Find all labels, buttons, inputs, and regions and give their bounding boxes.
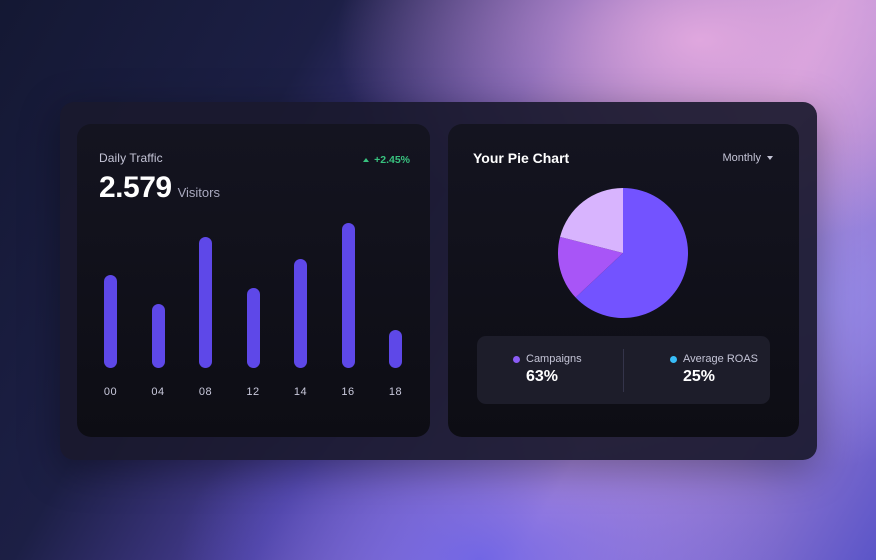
pie-slice-2 <box>558 236 623 298</box>
x-tick-label: 08 <box>198 386 213 398</box>
pie-slice-3 <box>560 188 623 253</box>
legend-dot-average-roas <box>670 355 677 363</box>
visitors-summary: 2.579 Visitors <box>99 171 220 205</box>
period-dropdown[interactable]: Monthly <box>722 152 773 164</box>
traffic-bar-08 <box>199 237 212 368</box>
pie-chart-card: Your Pie Chart Monthly Campaigns 63% Ave… <box>448 124 799 437</box>
visitors-count: 2.579 <box>99 171 172 204</box>
period-dropdown-label: Monthly <box>722 152 761 164</box>
traffic-bar-12 <box>246 287 260 368</box>
pie-legend: Campaigns 63% Average ROAS 25% <box>477 336 770 404</box>
pie-slice-1 <box>575 188 688 318</box>
dashboard-panel: Daily Traffic +2.45% 2.579 Visitors 00 04… <box>60 102 817 460</box>
traffic-bar-16 <box>341 223 355 368</box>
legend-divider <box>623 349 624 392</box>
legend-label-campaigns: Campaigns <box>526 353 582 365</box>
pie-chart <box>558 188 688 318</box>
daily-traffic-label: Daily Traffic <box>99 151 163 165</box>
traffic-bar-chart: 00 04 08 12 14 16 18 <box>77 124 430 437</box>
arrow-up-icon <box>363 158 370 162</box>
x-tick-label: 00 <box>103 386 118 398</box>
traffic-bar-14 <box>294 258 307 368</box>
x-tick-label: 12 <box>246 386 260 398</box>
x-tick-label: 04 <box>151 386 165 398</box>
chevron-down-icon <box>767 156 773 160</box>
visitors-unit: Visitors <box>177 185 220 200</box>
traffic-bar-04 <box>151 303 165 368</box>
traffic-delta-value: +2.45% <box>374 154 410 166</box>
daily-traffic-card: Daily Traffic +2.45% 2.579 Visitors 00 04… <box>77 124 430 437</box>
traffic-bar-00 <box>104 275 117 368</box>
traffic-delta: +2.45% <box>363 154 410 166</box>
legend-item-campaigns: Campaigns 63% <box>513 353 582 386</box>
legend-label-average-roas: Average ROAS <box>683 353 759 365</box>
legend-value-campaigns: 63% <box>526 368 559 385</box>
x-tick-label: 16 <box>341 386 355 398</box>
legend-value-average-roas: 25% <box>683 368 716 385</box>
x-tick-label: 14 <box>293 386 308 398</box>
legend-item-average-roas: Average ROAS 25% <box>670 353 758 386</box>
traffic-bar-18 <box>389 329 402 368</box>
legend-dot-campaigns <box>513 355 520 363</box>
x-tick-label: 18 <box>388 386 403 398</box>
pie-chart-title: Your Pie Chart <box>473 150 570 166</box>
